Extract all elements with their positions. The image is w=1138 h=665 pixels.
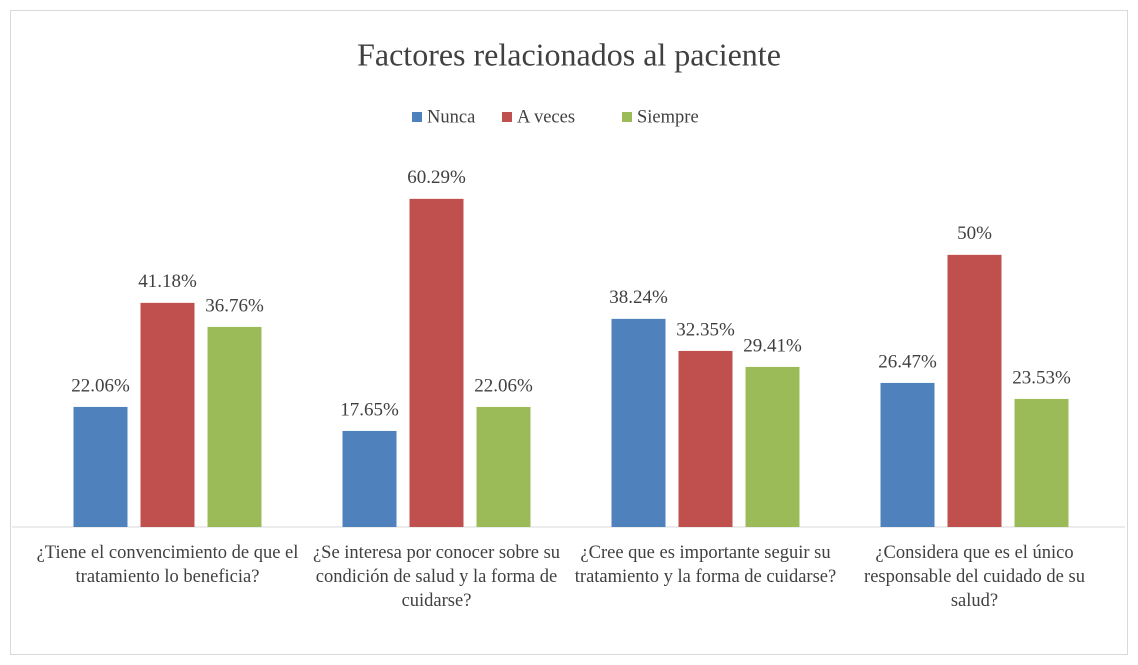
- bar: [880, 382, 935, 527]
- x-tick-label: ¿Considera que es el único responsable d…: [864, 543, 1085, 611]
- data-label: 36.76%: [205, 295, 264, 316]
- x-tick-label: ¿Se interesa por conocer sobre su condic…: [312, 543, 561, 611]
- legend-swatch: [502, 112, 512, 122]
- data-label: 22.06%: [71, 375, 130, 396]
- data-label: 60.29%: [407, 167, 466, 188]
- x-tick-label: ¿Cree que es importante seguir su tratam…: [574, 543, 837, 587]
- bar: [947, 254, 1002, 527]
- data-label: 41.18%: [138, 271, 197, 292]
- data-label: 32.35%: [676, 319, 735, 340]
- data-label: 22.06%: [474, 375, 533, 396]
- legend-label: Siempre: [637, 107, 699, 127]
- x-tick-label: ¿Tiene el convencimiento de que el trata…: [36, 543, 299, 587]
- legend-swatch: [622, 112, 632, 122]
- bar: [207, 326, 262, 527]
- chart-border: [10, 10, 1128, 655]
- data-label: 50%: [957, 223, 992, 244]
- bar: [476, 406, 531, 527]
- legend-swatch: [412, 112, 422, 122]
- bar: [409, 198, 464, 527]
- bar: [1014, 398, 1069, 527]
- data-label: 29.41%: [743, 335, 802, 356]
- data-label: 38.24%: [609, 287, 668, 308]
- legend-label: A veces: [517, 107, 575, 127]
- chart-title: Factores relacionados al paciente: [357, 36, 781, 72]
- data-label: 26.47%: [878, 351, 937, 372]
- bar: [745, 366, 800, 527]
- bar: [342, 430, 397, 527]
- data-label: 23.53%: [1012, 367, 1071, 388]
- bar: [611, 318, 666, 527]
- data-label: 17.65%: [340, 399, 399, 420]
- legend-label: Nunca: [427, 107, 475, 127]
- bar: [678, 350, 733, 527]
- bar: [140, 302, 195, 527]
- bar: [73, 406, 128, 527]
